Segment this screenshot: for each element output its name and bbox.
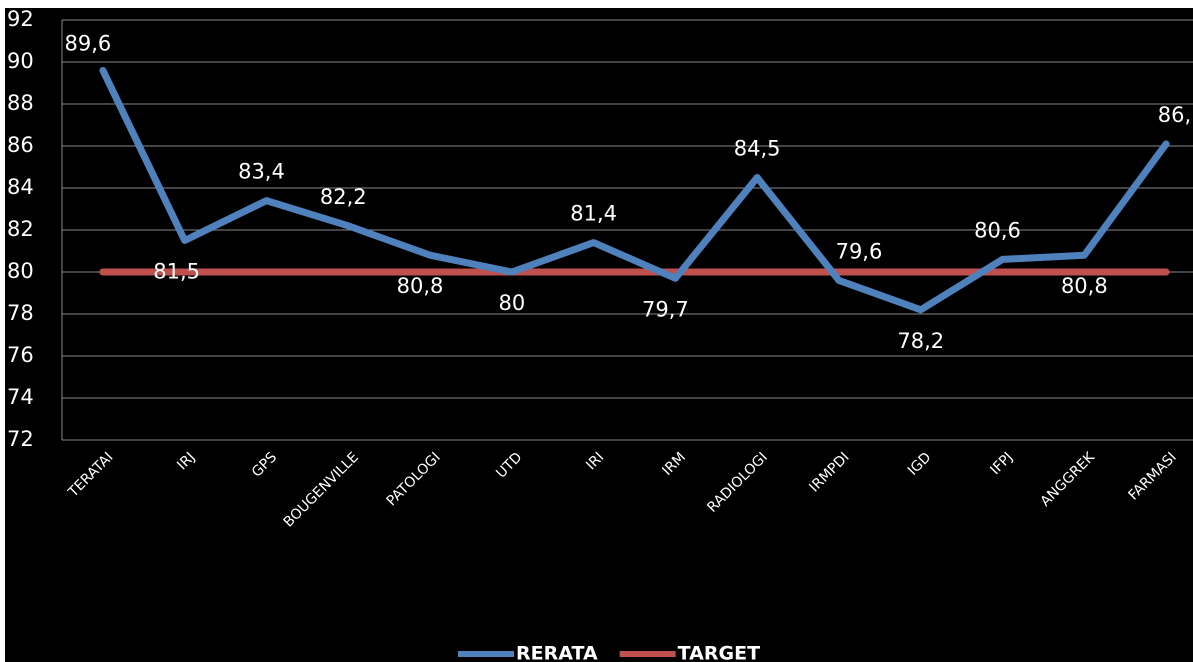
data-label: 89,6 [65, 31, 112, 55]
data-label: 80,8 [1061, 274, 1108, 298]
data-label: 80,8 [397, 274, 444, 298]
data-label: 79,7 [642, 297, 689, 321]
y-tick-label: 80 [7, 259, 34, 283]
data-label: 83,4 [238, 160, 285, 184]
y-tick-label: 74 [7, 385, 34, 409]
data-label: 81,4 [570, 202, 617, 226]
y-tick-label: 86 [7, 133, 34, 157]
legend-label: TARGET [678, 643, 760, 662]
data-label: 81,5 [153, 260, 200, 284]
data-label: 80 [498, 291, 525, 315]
data-label: 78,2 [897, 329, 944, 353]
y-tick-label: 82 [7, 217, 34, 241]
data-label: 84,5 [734, 137, 781, 161]
y-tick-label: 76 [7, 343, 34, 367]
chart-background [5, 8, 1193, 662]
data-label: 86,1 [1158, 103, 1193, 127]
y-tick-label: 92 [7, 7, 34, 31]
y-tick-label: 90 [7, 49, 34, 73]
y-tick-label: 84 [7, 175, 34, 199]
y-tick-label: 88 [7, 91, 34, 115]
y-tick-label: 72 [7, 427, 34, 451]
y-tick-label: 78 [7, 301, 34, 325]
data-label: 82,2 [320, 185, 367, 209]
legend-label: RERATA [516, 643, 598, 662]
data-label: 79,6 [836, 239, 883, 263]
data-label: 80,6 [974, 218, 1021, 242]
series-line [99, 66, 1170, 314]
